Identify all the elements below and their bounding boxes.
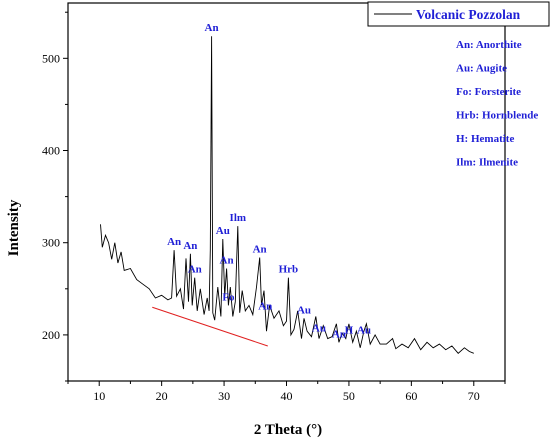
y-tick-label: 200 <box>42 328 60 342</box>
peak-label: Au <box>357 325 371 337</box>
legend-series-name: Volcanic Pozzolan <box>416 7 521 22</box>
x-axis-label: 2 Theta (°) <box>254 422 322 438</box>
peak-label: An <box>253 243 267 255</box>
peak-label: Fo <box>222 291 235 303</box>
baseline-line <box>152 306 268 347</box>
legend-entry: Hrb: Hornblende <box>456 110 538 122</box>
peak-label: An <box>220 255 234 267</box>
legend: Volcanic Pozzolan An: Anorthite Au: Augit… <box>367 1 550 169</box>
y-tick-label: 300 <box>42 236 60 250</box>
peak-label: Au <box>312 323 326 335</box>
y-axis-ticks: 200 300 400 500 <box>42 11 68 382</box>
x-axis-ticks: 10 20 30 40 50 60 70 <box>67 381 506 403</box>
series-line-volcanic-pozzolan <box>100 36 474 354</box>
plot-frame <box>67 2 506 382</box>
y-tick-label: 400 <box>42 144 60 158</box>
x-tick-label: 70 <box>468 389 480 403</box>
x-tick-label: 60 <box>405 389 417 403</box>
peak-label: Hrb <box>279 264 299 276</box>
legend-entry: Au: Augite <box>456 63 507 75</box>
x-tick-label: 20 <box>156 389 168 403</box>
peak-label: Au <box>297 304 311 316</box>
legend-entry: H: Hematite <box>456 133 514 145</box>
peak-label: An <box>332 328 346 340</box>
legend-entry: Ilm: Ilmenite <box>456 157 518 169</box>
peak-label: An <box>183 240 197 252</box>
legend-entry: Fo: Forsterite <box>456 86 521 98</box>
plot-border <box>67 2 506 382</box>
x-tick-label: 40 <box>281 389 293 403</box>
peak-label: An <box>258 301 272 313</box>
peak-label: Ilm <box>230 212 247 224</box>
x-tick-label: 50 <box>343 389 355 403</box>
legend-entries: An: Anorthite Au: Augite Fo: Forsterite Hrb… <box>456 39 538 169</box>
peak-label: H <box>345 325 354 337</box>
peak-label: An <box>205 22 219 34</box>
x-tick-label: 10 <box>93 389 105 403</box>
peak-label: An <box>167 236 181 248</box>
y-tick-label: 500 <box>42 51 60 65</box>
peak-label: An <box>188 264 202 276</box>
y-axis-label: Intensity <box>6 199 22 256</box>
x-tick-label: 30 <box>218 389 230 403</box>
peak-label: Au <box>216 225 230 237</box>
legend-entry: An: Anorthite <box>456 39 522 51</box>
